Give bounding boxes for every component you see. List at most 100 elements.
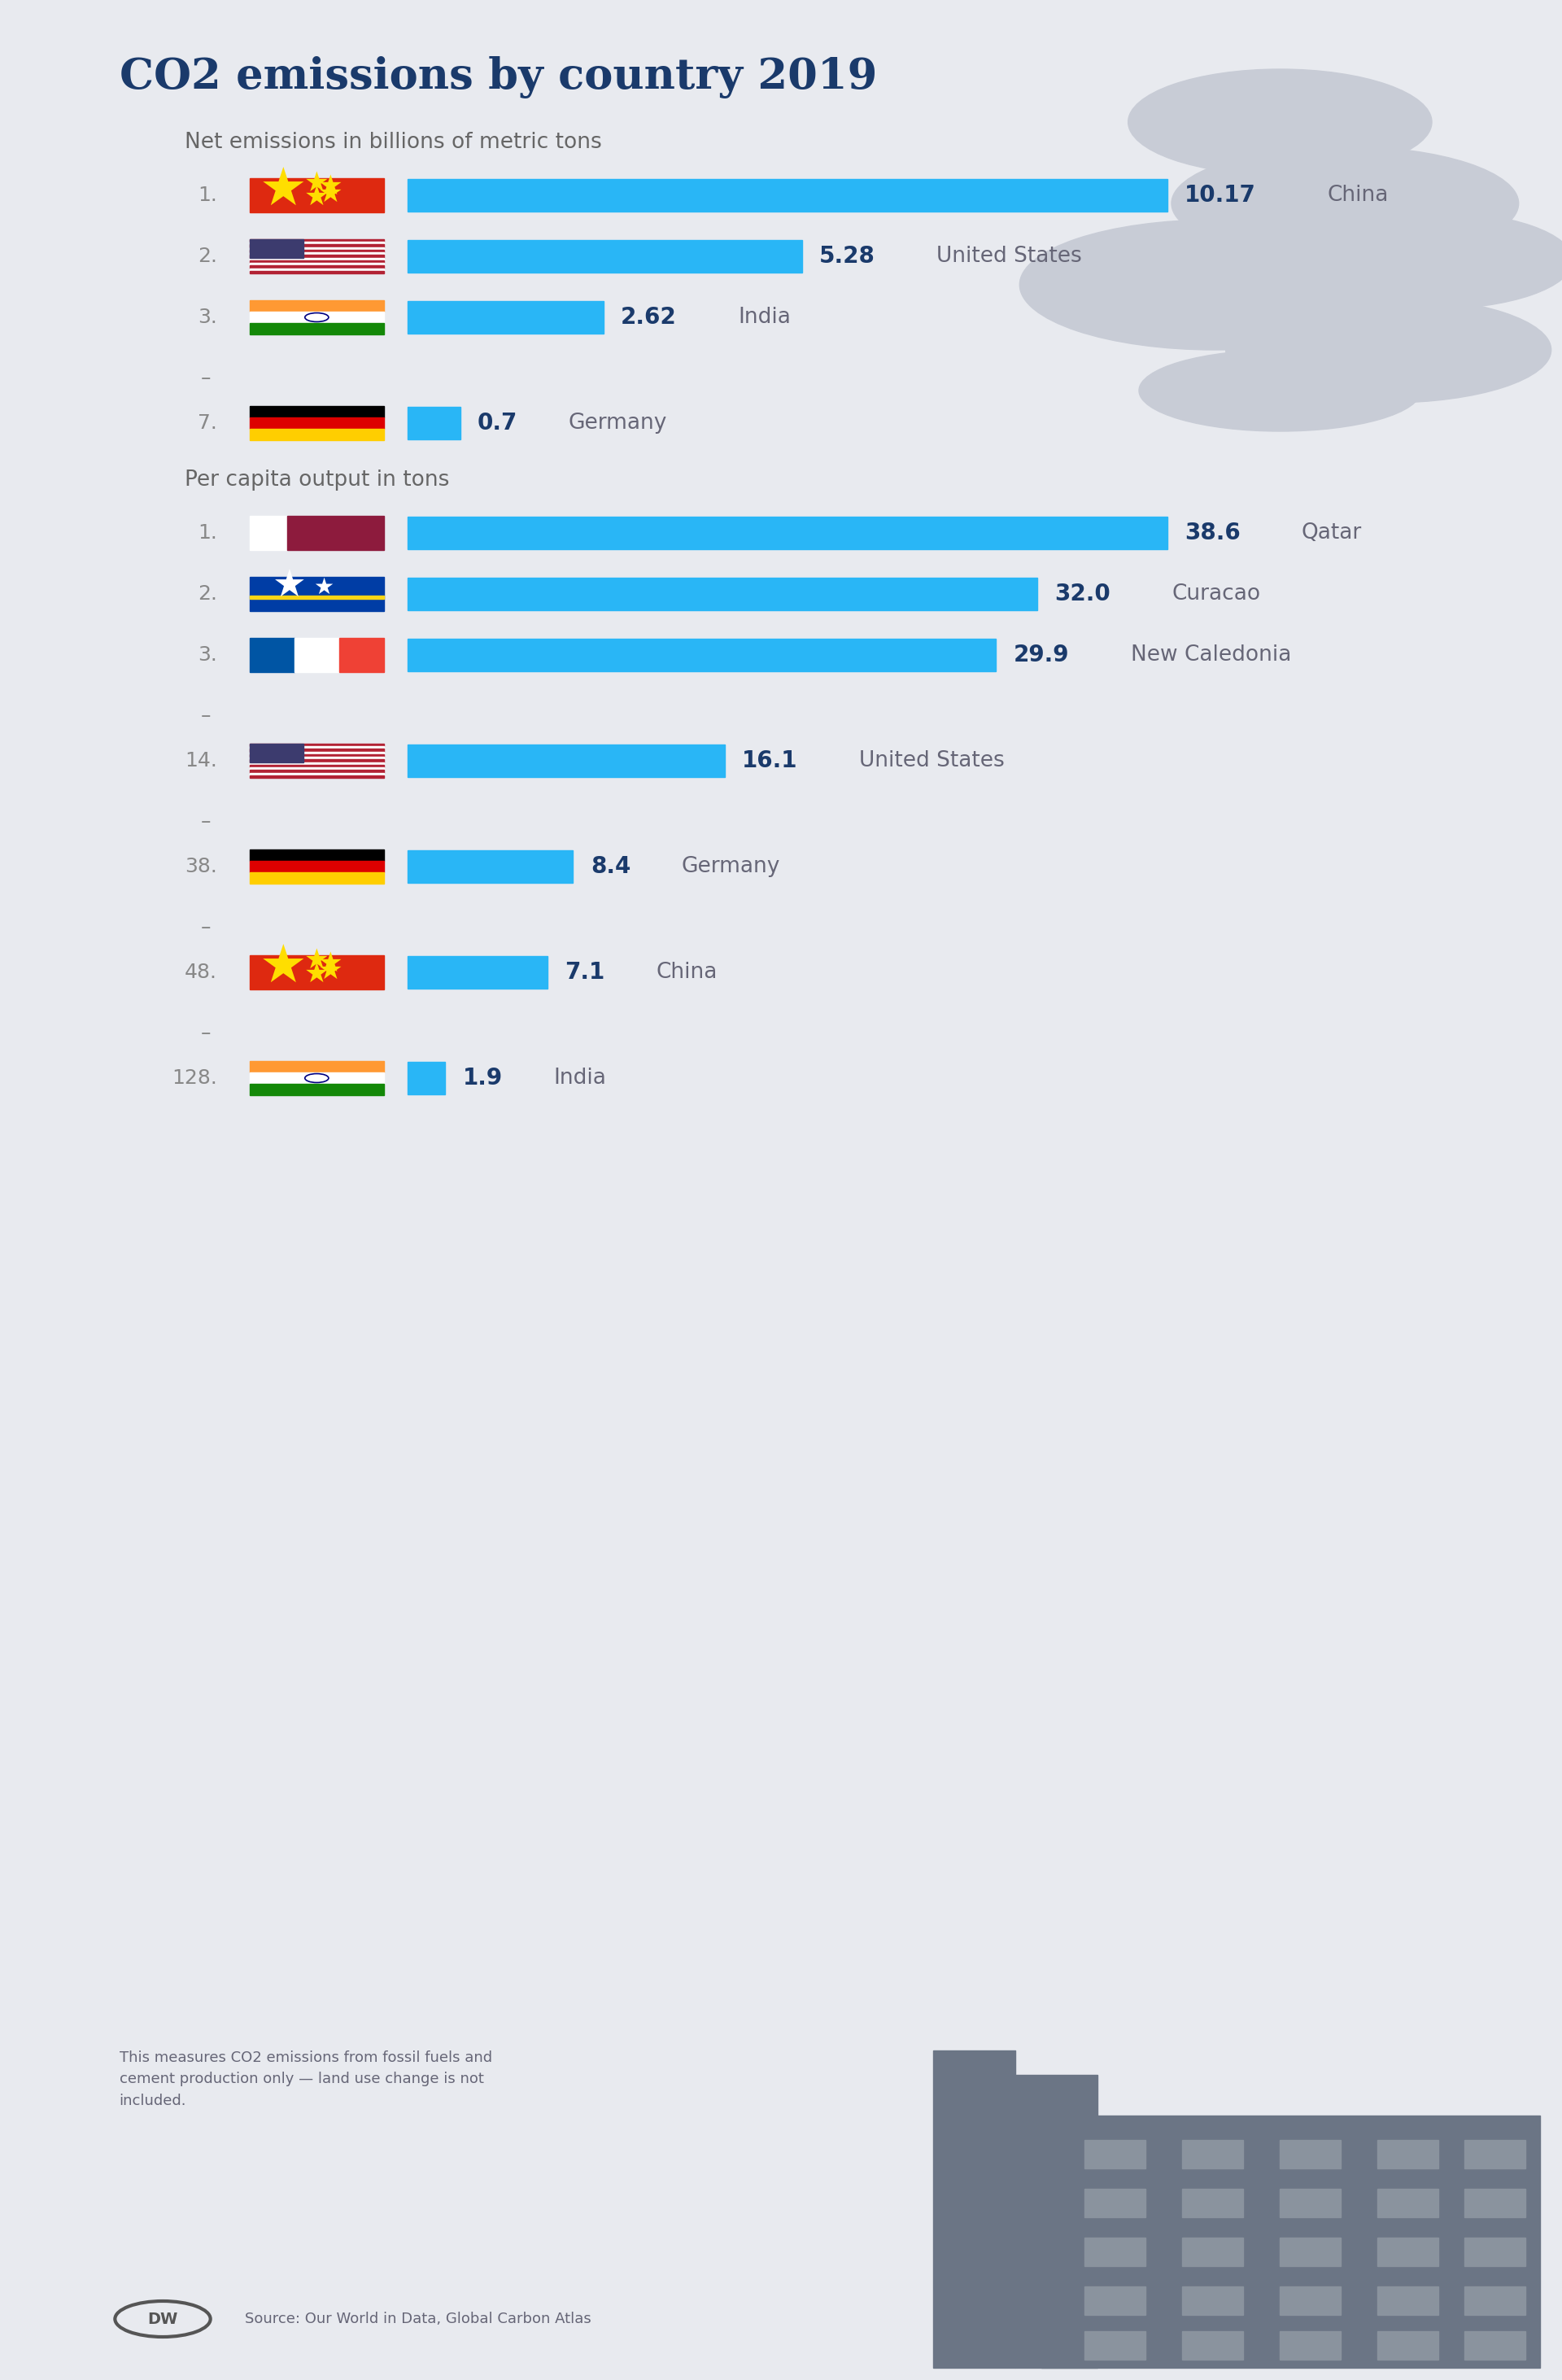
Text: ★: ★ [259, 940, 308, 992]
Bar [250, 300, 384, 312]
Text: India: India [737, 307, 790, 328]
Bar [250, 757, 384, 759]
Bar [250, 243, 384, 245]
Bar [250, 766, 384, 771]
Text: India: India [553, 1069, 606, 1088]
Text: ★: ★ [314, 576, 334, 597]
Bar [250, 743, 384, 747]
Bar [408, 578, 1037, 609]
Bar [250, 774, 384, 776]
Bar [1182, 2190, 1243, 2218]
Text: 48.: 48. [184, 962, 217, 983]
Text: This measures CO2 emissions from fossil fuels and
cement production only — land : This measures CO2 emissions from fossil … [119, 2052, 492, 2109]
Text: 3.: 3. [197, 645, 217, 664]
Bar [250, 240, 384, 243]
Bar [1378, 2190, 1439, 2218]
Bar [250, 759, 384, 762]
Bar [294, 638, 339, 671]
Text: 38.6: 38.6 [1184, 521, 1240, 545]
Text: –: – [201, 369, 211, 388]
Bar [1182, 2287, 1243, 2316]
Bar [250, 595, 384, 600]
Bar [408, 407, 461, 440]
Bar [1042, 2116, 1540, 2368]
Bar [250, 754, 384, 757]
Bar [1378, 2237, 1439, 2266]
Text: 16.1: 16.1 [742, 750, 798, 771]
Text: ★: ★ [305, 183, 330, 209]
Bar [1182, 2140, 1243, 2168]
Text: ★: ★ [305, 962, 330, 988]
Bar [408, 1061, 445, 1095]
Ellipse shape [1020, 219, 1410, 350]
Bar [250, 245, 384, 248]
Text: 10.17: 10.17 [1184, 183, 1256, 207]
Bar [1279, 2330, 1340, 2359]
Text: ★: ★ [317, 181, 342, 207]
Bar [250, 764, 384, 766]
Bar [250, 416, 384, 428]
Text: 7.: 7. [197, 414, 217, 433]
Text: 2.62: 2.62 [620, 307, 676, 328]
Bar [1465, 2330, 1525, 2359]
Bar [1084, 2237, 1145, 2266]
Bar [408, 957, 548, 988]
Bar [1279, 2140, 1340, 2168]
Ellipse shape [1226, 298, 1551, 402]
Bar [250, 257, 384, 259]
Text: ★: ★ [317, 957, 342, 983]
Text: 32.0: 32.0 [1054, 583, 1111, 605]
Bar [250, 850, 384, 862]
Bar [1378, 2330, 1439, 2359]
Bar [250, 750, 384, 752]
Bar [1084, 2140, 1145, 2168]
Text: 14.: 14. [184, 752, 217, 771]
Text: Qatar: Qatar [1301, 521, 1362, 543]
Bar [1015, 2075, 1098, 2368]
Text: ★: ★ [273, 569, 306, 605]
Bar [250, 271, 384, 274]
Bar [250, 747, 384, 750]
Bar [408, 638, 997, 671]
Bar [1084, 2190, 1145, 2218]
Bar [250, 269, 384, 271]
Bar [250, 1061, 384, 1073]
Bar [287, 516, 384, 550]
Ellipse shape [1290, 212, 1562, 309]
Bar [250, 954, 384, 990]
Bar [250, 312, 384, 324]
Bar [250, 1083, 384, 1095]
Text: ★: ★ [305, 169, 330, 198]
Bar [250, 407, 384, 416]
Text: Germany: Germany [681, 857, 781, 878]
Text: CO2 emissions by country 2019: CO2 emissions by country 2019 [119, 57, 876, 98]
Bar [1465, 2190, 1525, 2218]
Text: 8.4: 8.4 [590, 854, 631, 878]
Text: 5.28: 5.28 [820, 245, 875, 267]
Bar [250, 240, 303, 257]
Bar [250, 576, 384, 612]
Text: 3.: 3. [197, 307, 217, 326]
Text: 2.: 2. [197, 248, 217, 267]
Bar [933, 2052, 1015, 2368]
Bar [250, 516, 287, 550]
Text: 7.1: 7.1 [565, 962, 604, 983]
Text: Curacao: Curacao [1172, 583, 1261, 605]
Text: China: China [656, 962, 717, 983]
Ellipse shape [1128, 69, 1432, 176]
Bar [408, 240, 801, 274]
Bar [1279, 2237, 1340, 2266]
Text: Germany: Germany [569, 412, 667, 433]
Bar [408, 745, 725, 776]
Text: 1.: 1. [197, 186, 217, 205]
Bar [1084, 2287, 1145, 2316]
Bar [250, 776, 384, 778]
Bar [250, 252, 384, 255]
Bar [250, 255, 384, 257]
Bar [250, 178, 384, 212]
Text: –: – [201, 707, 211, 726]
Text: 1.: 1. [197, 524, 217, 543]
Text: 38.: 38. [184, 857, 217, 876]
Text: Net emissions in billions of metric tons: Net emissions in billions of metric tons [184, 131, 601, 152]
Bar [1465, 2237, 1525, 2266]
